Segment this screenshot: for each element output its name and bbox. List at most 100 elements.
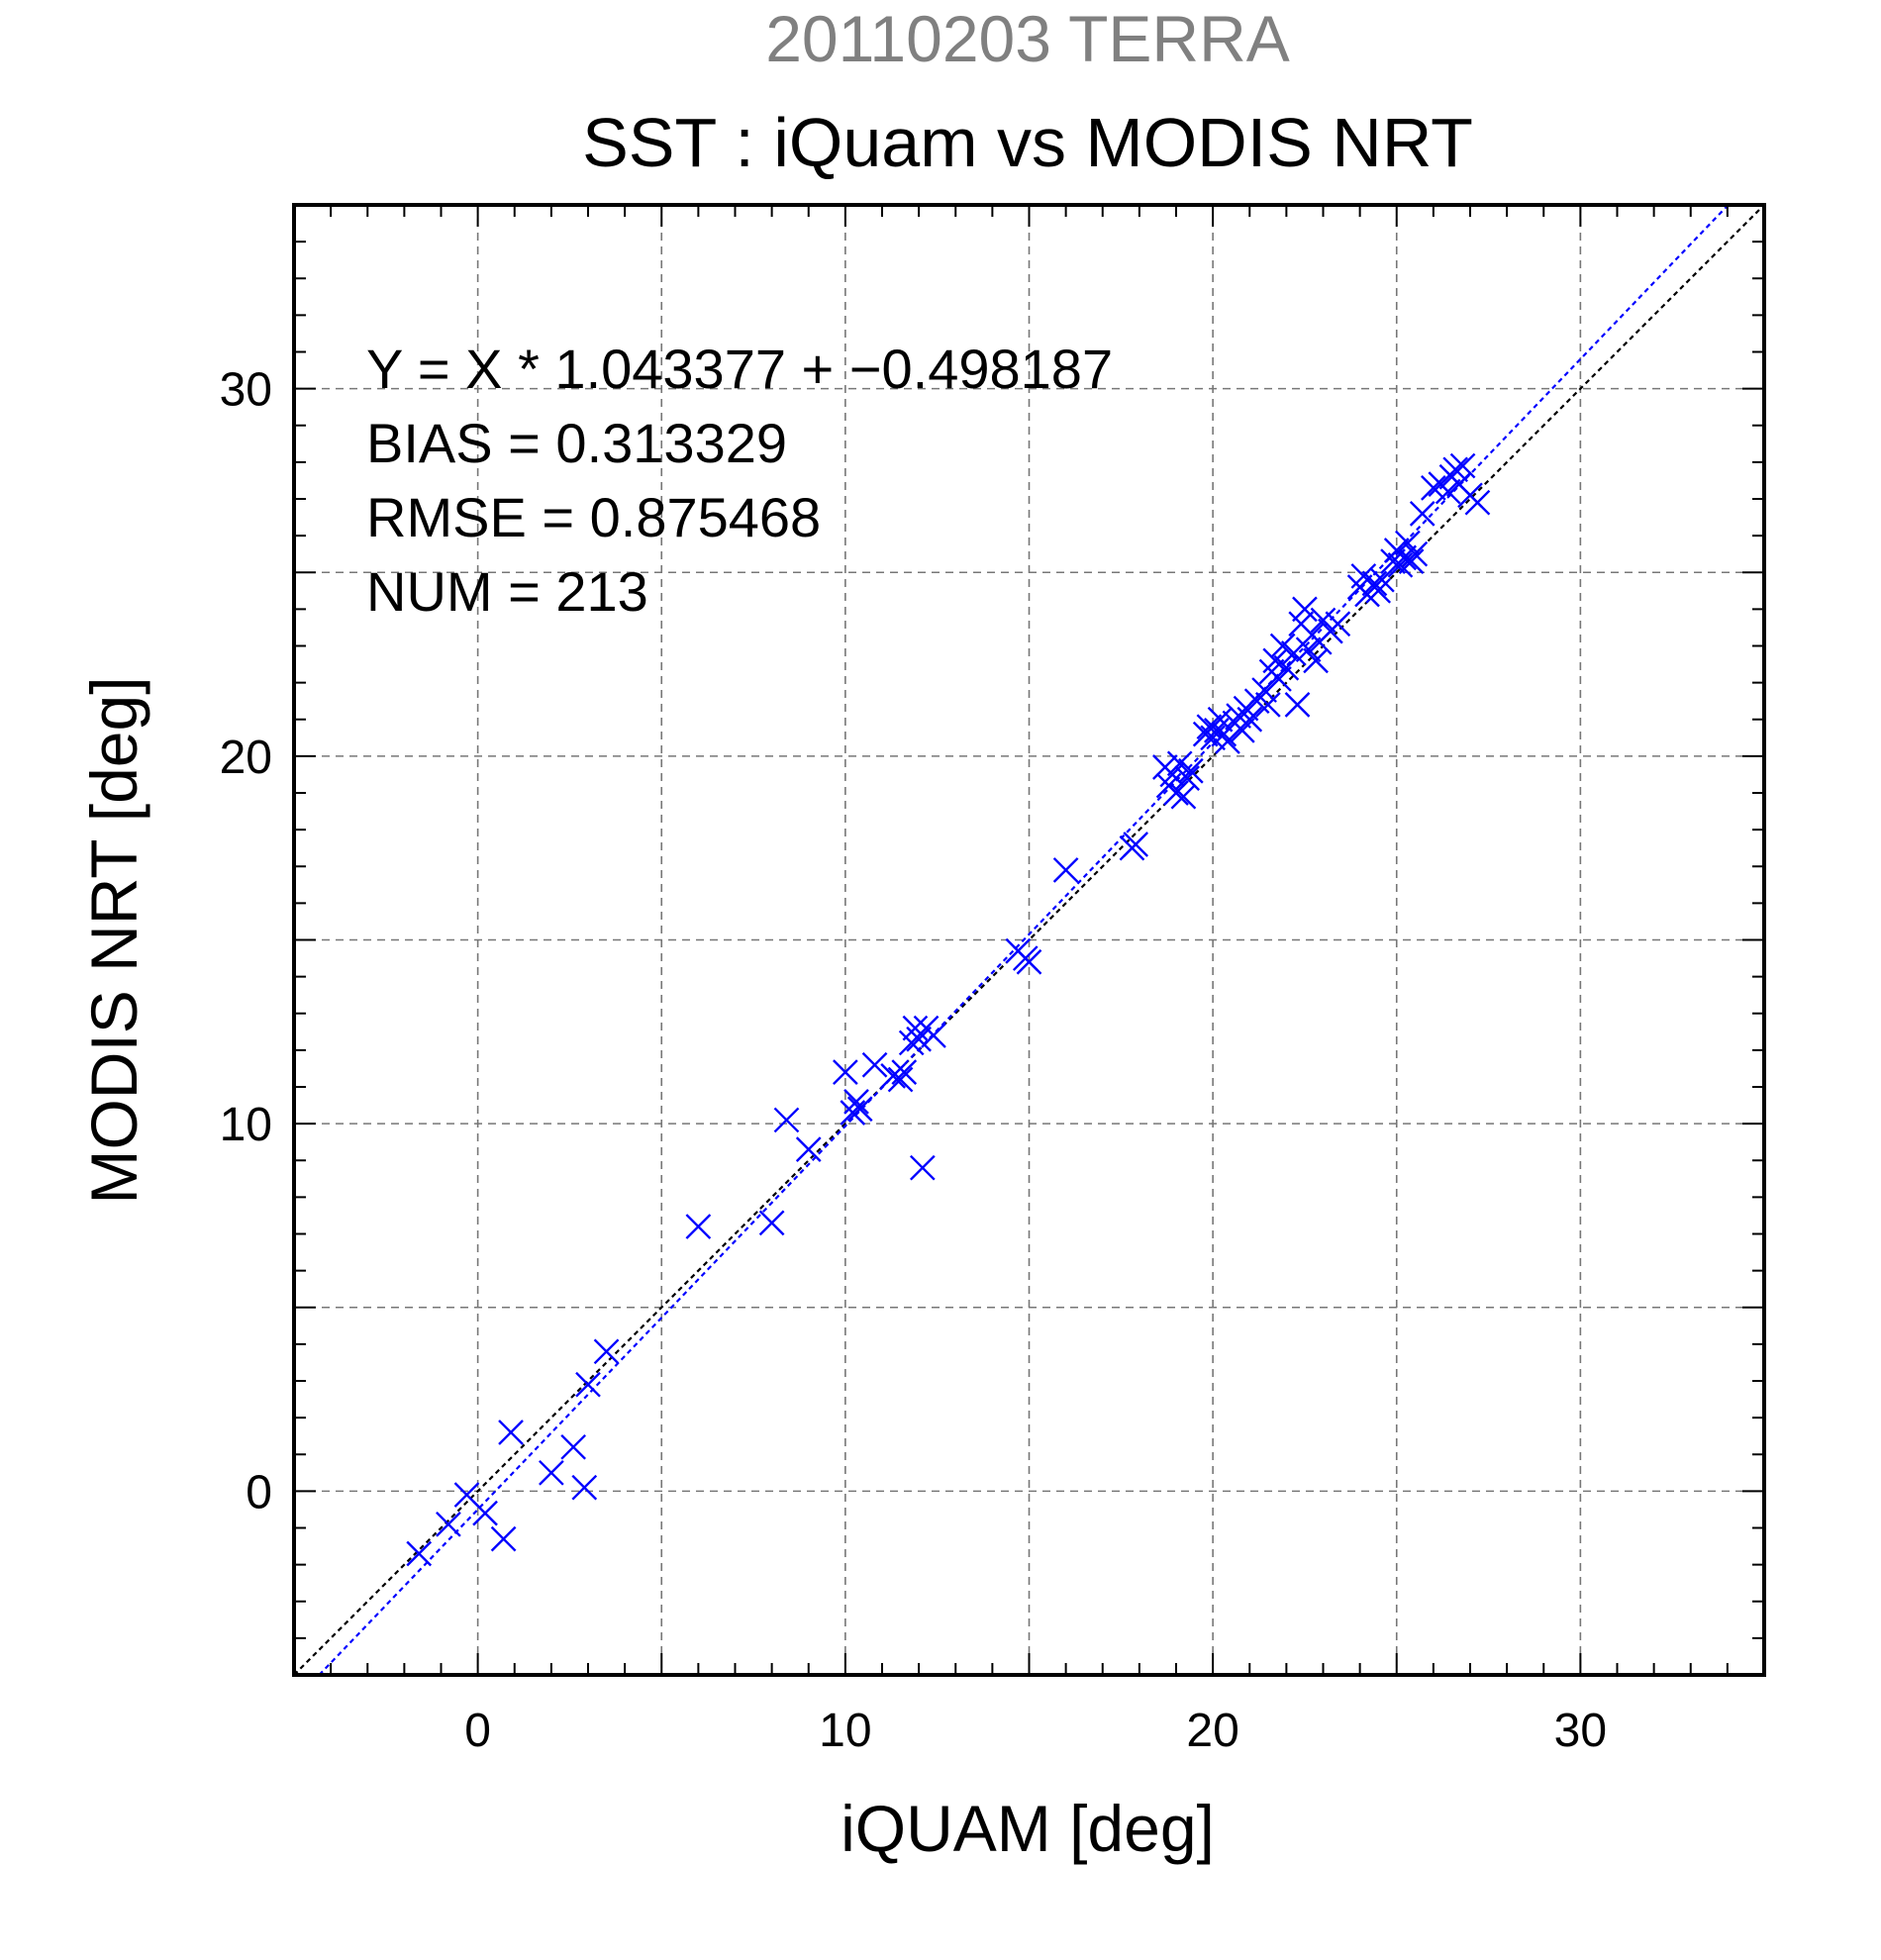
data-point	[1170, 783, 1197, 810]
regression-line	[318, 204, 1730, 1676]
data-point	[1174, 765, 1200, 791]
rmse-stat: RMSE = 0.875468	[366, 486, 821, 548]
data-point-stroke	[1409, 501, 1436, 527]
data-point-stroke	[1310, 607, 1336, 634]
data-point-stroke	[1361, 570, 1388, 597]
data-point-stroke	[685, 1214, 712, 1239]
data-point	[1295, 637, 1322, 663]
data-point-stroke	[1449, 452, 1476, 479]
data-point-stroke	[1269, 633, 1296, 659]
data-point-stroke	[472, 1500, 498, 1526]
y-axis-title: MODIS NRT [deg]	[77, 676, 150, 1204]
data-point	[1442, 456, 1468, 483]
data-point	[906, 1026, 932, 1052]
data-point	[1266, 666, 1292, 692]
data-point	[1435, 478, 1461, 505]
data-point	[758, 1210, 785, 1236]
data-point-stroke	[1215, 729, 1240, 754]
data-point	[472, 1500, 498, 1526]
data-point	[685, 1214, 712, 1239]
data-point	[560, 1433, 586, 1460]
data-point-stroke	[1016, 948, 1042, 975]
data-point	[1123, 832, 1149, 857]
data-point	[861, 1051, 888, 1078]
data-point-stroke	[891, 1059, 918, 1085]
data-point-stroke	[1273, 654, 1300, 681]
x-tick-label: 10	[819, 1705, 871, 1757]
data-points	[406, 452, 1491, 1567]
data-point	[1269, 633, 1296, 659]
y-tick-label: 20	[220, 732, 272, 784]
data-point	[1464, 489, 1491, 516]
data-point-stroke	[833, 1059, 858, 1085]
data-point	[1273, 654, 1300, 681]
data-point	[1163, 780, 1189, 806]
data-point	[1229, 718, 1255, 743]
data-point-stroke	[906, 1026, 932, 1052]
data-point-stroke	[1229, 718, 1255, 743]
data-point	[575, 1371, 601, 1398]
chart-title: SST : iQuam vs MODIS NRT	[582, 104, 1473, 181]
data-point	[1292, 596, 1318, 623]
data-point-stroke	[498, 1420, 524, 1445]
data-point-stroke	[560, 1433, 586, 1460]
data-point	[1398, 548, 1425, 574]
data-point	[490, 1525, 517, 1552]
data-point	[1284, 692, 1311, 718]
data-point-stroke	[1178, 757, 1204, 784]
data-point	[891, 1059, 918, 1085]
data-point	[1325, 611, 1351, 637]
data-point-stroke	[1442, 456, 1468, 483]
data-point-stroke	[1123, 832, 1149, 857]
data-point-stroke	[758, 1210, 785, 1236]
data-point	[1395, 530, 1421, 556]
data-point-stroke	[593, 1338, 620, 1365]
data-point	[593, 1338, 620, 1365]
data-point	[1449, 452, 1476, 479]
data-point	[1409, 501, 1436, 527]
data-point-stroke	[1207, 706, 1234, 733]
data-point-stroke	[539, 1459, 564, 1486]
data-point-stroke	[846, 1096, 873, 1123]
y-tick-label: 0	[246, 1466, 272, 1519]
data-point-stroke	[1237, 706, 1263, 733]
data-point	[1402, 540, 1429, 567]
data-point-stroke	[1303, 647, 1329, 674]
data-point	[436, 1511, 461, 1537]
data-point-stroke	[1243, 688, 1270, 715]
data-point-stroke	[1292, 596, 1318, 623]
x-axis-title: iQUAM [deg]	[841, 1792, 1215, 1865]
data-point-stroke	[1325, 611, 1351, 637]
data-point	[843, 1089, 869, 1115]
data-point	[1310, 607, 1336, 634]
data-point	[1178, 757, 1204, 784]
data-point	[571, 1474, 598, 1501]
num-stat: NUM = 213	[366, 560, 648, 623]
identity-line	[293, 204, 1765, 1676]
data-point-stroke	[1402, 540, 1429, 567]
data-point	[795, 1136, 822, 1162]
data-point-stroke	[1196, 714, 1223, 740]
data-point	[1237, 706, 1263, 733]
data-point-stroke	[575, 1371, 601, 1398]
data-point	[773, 1107, 800, 1133]
y-tick-label: 10	[220, 1099, 272, 1151]
data-point-stroke	[406, 1540, 433, 1567]
data-point-stroke	[453, 1482, 480, 1508]
data-point-stroke	[795, 1136, 822, 1162]
data-point-stroke	[843, 1089, 869, 1115]
data-point	[1369, 566, 1395, 593]
data-point-stroke	[1295, 637, 1322, 663]
data-point-stroke	[887, 1066, 914, 1093]
data-point-stroke	[902, 1015, 929, 1041]
data-point-stroke	[861, 1051, 888, 1078]
data-point-stroke	[1398, 548, 1425, 574]
data-point	[846, 1096, 873, 1123]
data-point	[1421, 475, 1446, 501]
x-tick-label: 20	[1186, 1705, 1238, 1757]
stats-annotation: Y = X * 1.043377 + −0.498187 BIAS = 0.31…	[366, 338, 1113, 623]
data-point	[406, 1540, 433, 1567]
data-point	[1052, 857, 1079, 883]
y-tick-label: 30	[220, 364, 272, 417]
fit-equation: Y = X * 1.043377 + −0.498187	[366, 338, 1113, 400]
